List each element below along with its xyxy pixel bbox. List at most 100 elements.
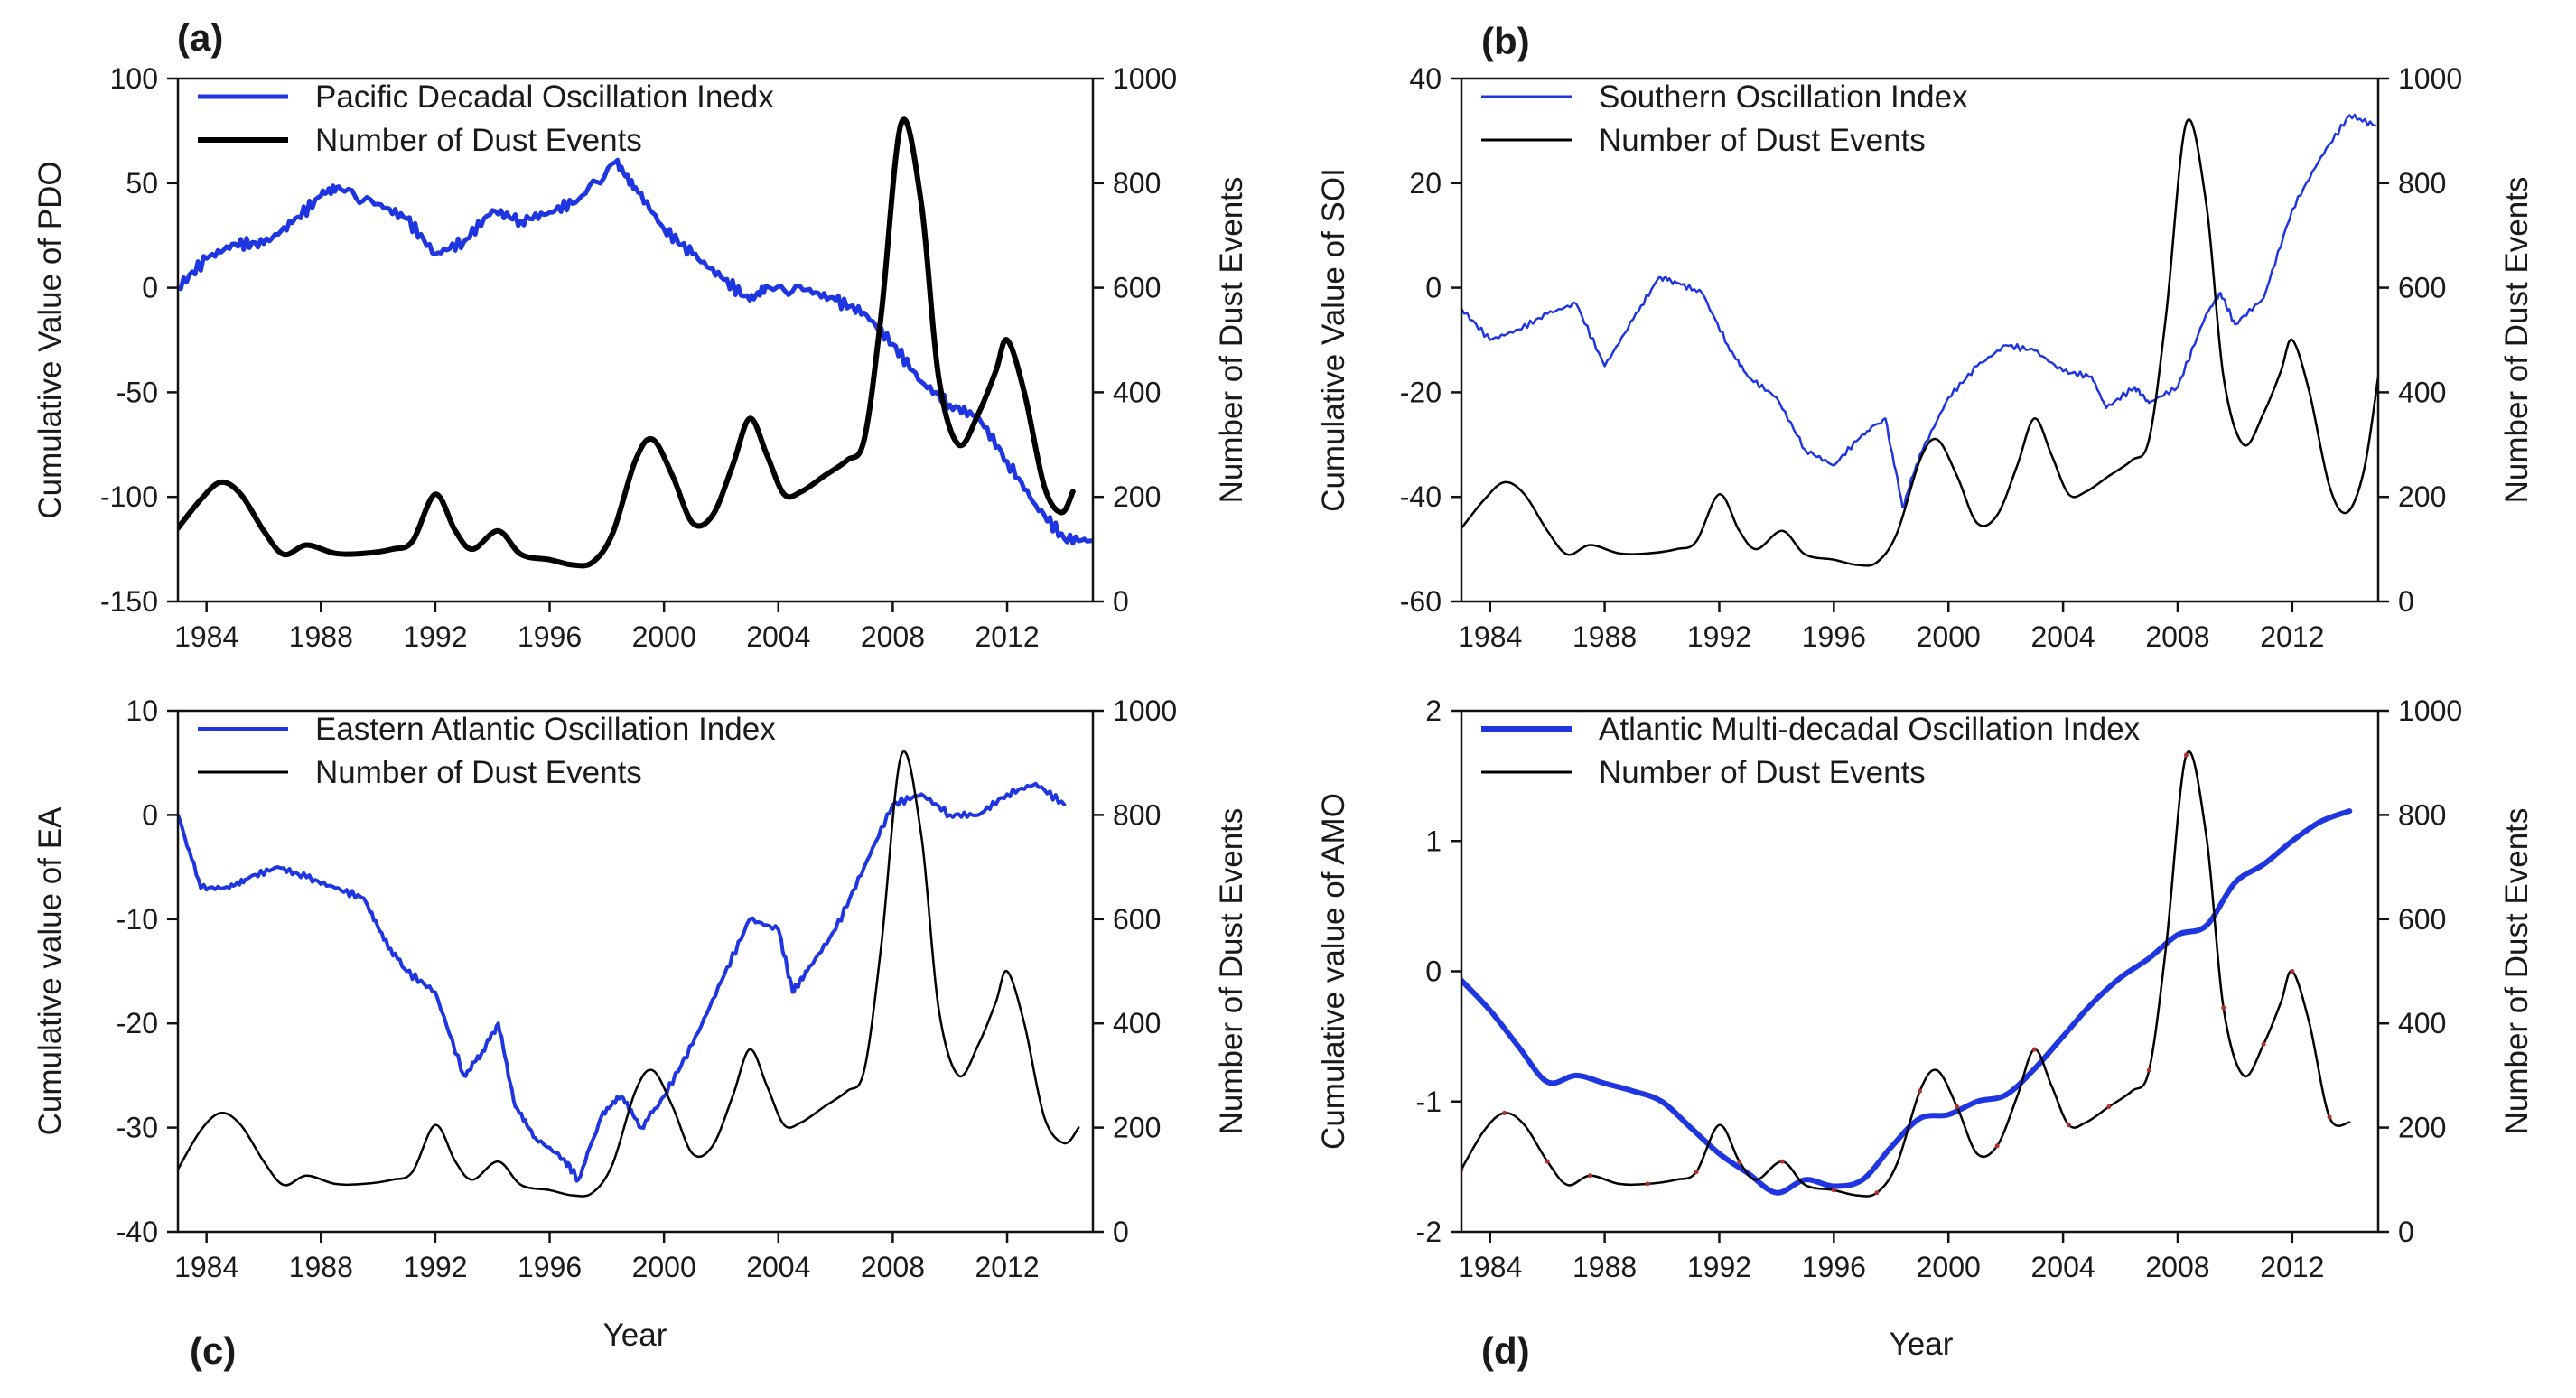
y2-tick-label: 400 — [1113, 376, 1161, 408]
panel-letter: (b) — [1481, 20, 1530, 62]
panel-letter: (a) — [177, 16, 223, 59]
series-point — [2290, 969, 2295, 974]
series-point — [2183, 752, 2189, 758]
x-tick-label: 2012 — [975, 620, 1039, 653]
series-point — [2261, 1041, 2266, 1047]
y2-tick-label: 800 — [2398, 798, 2446, 831]
y-tick-label: -30 — [117, 1112, 158, 1144]
x-tick-label: 2004 — [2031, 1251, 2095, 1283]
x-tick-label: 1984 — [174, 1251, 238, 1283]
series-point — [2031, 1047, 2037, 1052]
series-line-dust-events — [1461, 118, 2378, 567]
x-tick-label: 1984 — [1458, 620, 1522, 653]
y-tick-label: -100 — [100, 480, 158, 513]
y-tick-label: 20 — [1409, 167, 1442, 200]
y2-tick-label: 600 — [1113, 903, 1161, 936]
series-group — [178, 116, 1093, 569]
legend: Pacific Decadal Oscillation Inedx Number … — [198, 79, 774, 158]
y-tick-label: -2 — [1416, 1216, 1442, 1248]
x-tick-label: 2012 — [2260, 1251, 2324, 1283]
y-tick-label: 0 — [142, 798, 158, 831]
series-point — [1737, 1159, 1742, 1164]
series-line-dust-events — [1461, 750, 2351, 1198]
x-tick-label: 1992 — [1687, 1251, 1751, 1283]
y2-tick-label: 200 — [1113, 480, 1161, 513]
y-tick-label: 0 — [142, 272, 158, 304]
legend-label: Eastern Atlantic Oscillation Index — [315, 712, 776, 747]
x-tick-label: 2000 — [632, 1251, 696, 1283]
x-tick-label: 1988 — [289, 620, 353, 653]
y-tick-label: -20 — [1400, 376, 1442, 408]
y-tick-label: 2 — [1425, 694, 1442, 727]
y2-tick-label: 1000 — [1113, 62, 1177, 95]
y2-tick-label: 200 — [2398, 1112, 2446, 1144]
x-tick-label: 1992 — [403, 620, 467, 653]
x-tick-label: 2004 — [2031, 620, 2095, 653]
x-tick-label: 2012 — [2260, 620, 2324, 653]
series-line-index — [1461, 808, 2353, 1196]
y-tick-label: 0 — [1425, 272, 1442, 304]
x-axis-label: Year — [1890, 1327, 1954, 1362]
plot-frame — [176, 77, 1095, 603]
y2-axis-label: Number of Dust Events — [1214, 808, 1249, 1135]
y-axis-label: Cumulative Value of SOI — [1316, 168, 1351, 512]
series-line-index — [178, 781, 1067, 1183]
legend-label: Number of Dust Events — [315, 755, 642, 790]
y-tick-label: -50 — [117, 376, 158, 408]
x-tick-label: 2008 — [2145, 620, 2209, 653]
legend-label: Southern Oscillation Index — [1599, 79, 1968, 115]
legend-label: Atlantic Multi-decadal Oscillation Index — [1599, 712, 2141, 747]
series-point — [2066, 1123, 2071, 1128]
x-tick-label: 1984 — [174, 620, 238, 653]
y-tick-label: -60 — [1400, 585, 1442, 618]
series-point — [2221, 1005, 2226, 1011]
y2-tick-label: 600 — [2398, 272, 2446, 304]
y2-tick-label: 800 — [1113, 167, 1161, 200]
y2-tick-label: 400 — [2398, 1007, 2446, 1039]
series-group — [178, 750, 1080, 1198]
series-point — [2146, 1067, 2151, 1073]
x-axis-label: Year — [603, 1318, 667, 1353]
series-line-dust-events — [178, 116, 1076, 569]
series-point — [1694, 1170, 1699, 1175]
x-tick-label: 2004 — [746, 1251, 810, 1283]
x-tick-label: 1996 — [518, 1251, 582, 1283]
x-tick-label: 2008 — [2145, 1251, 2209, 1283]
x-tick-label: 2008 — [861, 1251, 925, 1283]
series-point — [1918, 1088, 1922, 1094]
y2-tick-label: 0 — [2398, 585, 2414, 618]
x-tick-label: 2000 — [1917, 620, 1981, 653]
legend: Atlantic Multi-decadal Oscillation Index… — [1481, 712, 2141, 790]
y2-tick-label: 200 — [2398, 480, 2446, 513]
y-tick-label: 40 — [1409, 62, 1442, 95]
series-point — [1545, 1159, 1550, 1164]
legend: Eastern Atlantic Oscillation Index Number… — [198, 712, 776, 790]
legend: Southern Oscillation Index Number of Dust… — [1481, 79, 1968, 158]
y2-axis-label: Number of Dust Events — [2499, 808, 2534, 1135]
x-tick-label: 2004 — [746, 620, 810, 653]
series-point — [1588, 1173, 1593, 1179]
y-tick-label: 0 — [1425, 955, 1442, 988]
series-point — [1779, 1159, 1785, 1164]
y2-tick-label: 800 — [2398, 167, 2446, 200]
legend-label: Number of Dust Events — [315, 123, 642, 158]
x-tick-label: 1992 — [403, 1251, 467, 1283]
series-line-dust-events — [178, 750, 1080, 1198]
series-point — [2106, 1104, 2112, 1110]
panel-letter: (c) — [190, 1329, 236, 1372]
x-tick-label: 2000 — [1917, 1251, 1981, 1283]
series-point — [1645, 1181, 1650, 1187]
y-tick-label: -10 — [117, 903, 158, 936]
series-point — [1874, 1190, 1880, 1196]
y2-tick-label: 1000 — [2398, 62, 2462, 95]
y2-tick-label: 600 — [2398, 903, 2446, 936]
y-tick-label: -20 — [117, 1007, 158, 1039]
series-group — [1461, 113, 2378, 567]
y2-tick-label: 200 — [1113, 1112, 1161, 1144]
x-tick-label: 1988 — [1573, 620, 1637, 653]
y2-tick-label: 0 — [1113, 585, 1129, 618]
x-tick-label: 1996 — [1802, 1251, 1866, 1283]
series-line-index — [1461, 113, 2377, 509]
series-point — [1831, 1188, 1836, 1193]
chart-panel-c: 1984 1988 1992 1996 2000 2004 2008 2012-40-30-2… — [33, 694, 1249, 1372]
